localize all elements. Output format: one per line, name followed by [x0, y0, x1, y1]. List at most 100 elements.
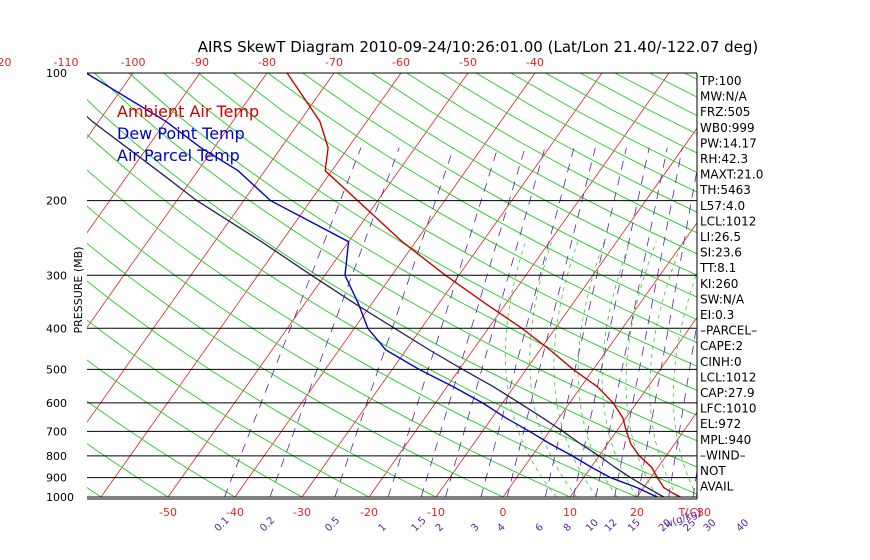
mixing-ratio-label: 4	[495, 522, 507, 534]
legend: Ambient Air Temp Dew Point Temp Air Parcel…	[117, 102, 259, 165]
mixing-ratio-line	[637, 167, 697, 498]
stat-item: TH:5463	[699, 183, 751, 197]
stat-item: PW:14.17	[700, 136, 757, 150]
background-lines	[87, 73, 870, 498]
mixing-ratio-line	[387, 147, 499, 498]
stat-item: AVAIL	[700, 480, 734, 494]
stat-item: EI:0.3	[700, 308, 734, 322]
top-temp-tick: -40	[526, 56, 544, 69]
stat-item: L57:4.0	[700, 199, 745, 213]
stat-item: KI:260	[700, 277, 738, 291]
dry-adiabat-line	[371, 73, 697, 255]
stat-item: CAP:27.9	[700, 386, 755, 400]
dry-adiabat-line	[87, 400, 236, 498]
stat-item: CINH:0	[700, 355, 742, 369]
pressure-tick-label: 100	[46, 67, 67, 80]
stat-item: WB0:999	[700, 121, 755, 135]
isotherm-line	[569, 316, 697, 498]
mixing-ratio-label: 0.2	[258, 515, 277, 534]
dry-adiabat-line	[87, 169, 638, 498]
stat-item: SI:23.6	[700, 246, 742, 260]
bottom-temp-tick: -30	[293, 506, 311, 519]
stat-item: MW:N/A	[700, 90, 748, 104]
y-axis-label: PRESSURE (MB)	[72, 247, 85, 334]
stat-item: RH:42.3	[700, 152, 748, 166]
stat-item: EL:972	[700, 417, 741, 431]
pressure-tick-label: 700	[46, 425, 67, 438]
top-temp-tick: -60	[392, 56, 410, 69]
isotherm-line	[167, 73, 469, 498]
stat-item: TP:100	[699, 74, 742, 88]
mixing-ratio-line	[480, 147, 575, 498]
stat-item: FRZ:505	[700, 105, 750, 119]
pressure-tick-label: 200	[46, 195, 67, 208]
stat-item: –PARCEL–	[700, 324, 757, 338]
top-temp-tick: -70	[325, 56, 343, 69]
bottom-temp-tick: 20	[630, 506, 644, 519]
stat-item: TT:8.1	[699, 261, 736, 275]
mixing-ratio-label: 6	[534, 522, 546, 534]
top-temp-tick: -50	[459, 56, 477, 69]
stat-item: LFC:1010	[700, 402, 757, 416]
dry-adiabat-line	[510, 73, 697, 173]
mixing-ratio-line	[224, 147, 362, 498]
mixing-ratio-line	[595, 147, 668, 498]
stat-item: MAXT:21.0	[700, 168, 763, 182]
mixing-ratio-line	[269, 147, 400, 498]
dry-adiabat-line	[93, 73, 697, 442]
bottom-temp-tick: -10	[427, 506, 445, 519]
mixing-ratio-label: 10	[584, 517, 601, 534]
mixing-ratio-label: 1.5	[410, 515, 429, 534]
stat-item: LI:26.5	[700, 230, 741, 244]
mixing-ratio-label: 2	[434, 522, 446, 534]
isotherm-line	[87, 73, 335, 423]
bottom-temp-tick: -40	[226, 506, 244, 519]
mixing-ratio-line	[506, 147, 596, 498]
dry-adiabat-line	[754, 73, 870, 497]
top-temp-tick: -80	[258, 56, 276, 69]
mixing-ratio-line	[544, 147, 627, 498]
top-temp-tick: -110	[54, 56, 79, 69]
legend-entry: Ambient Air Temp	[117, 102, 259, 121]
mixing-ratio-line	[746, 148, 787, 497]
temp-unit-label: T(C)	[678, 506, 702, 519]
isotherm-line	[636, 411, 697, 498]
isotherm-line	[435, 127, 697, 498]
mixing-ratio-line	[614, 147, 683, 498]
dry-adiabat-line	[858, 73, 870, 497]
isotherm-line	[100, 73, 402, 498]
dry-adiabat-line	[87, 443, 169, 498]
pressure-tick-label: 500	[46, 363, 67, 376]
moist-adiabat-line	[529, 241, 578, 498]
mixing-ratio-line	[445, 147, 546, 498]
mixing-ratio-label: 40	[734, 517, 751, 534]
chart-title: AIRS SkewT Diagram 2010-09-24/10:26:01.0…	[198, 38, 759, 56]
bottom-temp-tick: -20	[360, 506, 378, 519]
mixing-ratio-line	[420, 147, 526, 498]
pressure-tick-label: 800	[46, 450, 67, 463]
dry-adiabat-line	[87, 205, 571, 498]
dry-adiabat-line	[87, 133, 697, 495]
pressure-tick-label: 600	[46, 397, 67, 410]
bottom-temp-tick: 0	[500, 506, 507, 519]
legend-entry: Air Parcel Temp	[117, 146, 240, 165]
top-temp-tick: -120	[0, 56, 11, 69]
moist-adiabat-line	[625, 241, 658, 498]
isotherm-line	[771, 73, 870, 497]
moist-adiabat-line	[672, 271, 697, 498]
pressure-tick-label: 900	[46, 472, 67, 485]
dry-adiabat-line	[87, 359, 303, 498]
series-line-0	[286, 73, 681, 498]
isotherm-line	[368, 73, 670, 498]
bottom-temp-tick: -50	[159, 506, 177, 519]
isotherm-line	[838, 73, 870, 497]
dry-adiabat-line	[87, 319, 370, 498]
isotherm-line	[502, 222, 697, 498]
dry-adiabat-line	[823, 73, 870, 497]
stat-item: SW:N/A	[700, 292, 745, 306]
dry-adiabat-line	[87, 280, 437, 498]
mixing-ratio-label: 15	[626, 517, 643, 534]
pressure-tick-label: 400	[46, 322, 67, 335]
stat-item: CAPE:2	[700, 339, 743, 353]
